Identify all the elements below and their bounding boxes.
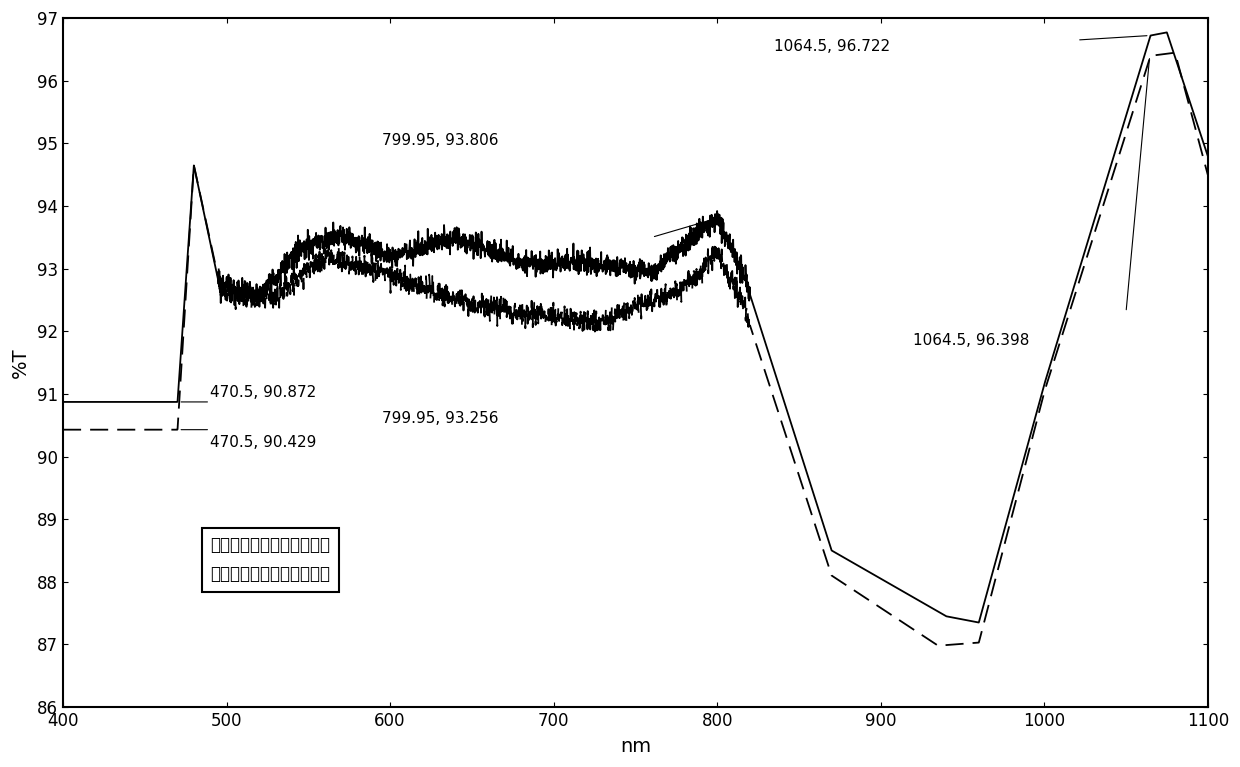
Text: 799.95, 93.806: 799.95, 93.806 — [382, 133, 498, 148]
Text: 470.5, 90.429: 470.5, 90.429 — [211, 435, 316, 449]
Text: 实线：高低温、湿热试验前
虚线：高低温、湿热试验后: 实线：高低温、湿热试验前 虚线：高低温、湿热试验后 — [211, 536, 330, 584]
Y-axis label: %T: %T — [11, 347, 30, 378]
Text: 799.95, 93.256: 799.95, 93.256 — [382, 411, 498, 426]
Text: 470.5, 90.872: 470.5, 90.872 — [211, 385, 316, 400]
Text: 1064.5, 96.722: 1064.5, 96.722 — [775, 39, 890, 54]
Text: 1064.5, 96.398: 1064.5, 96.398 — [914, 333, 1029, 348]
X-axis label: nm: nm — [620, 737, 651, 756]
